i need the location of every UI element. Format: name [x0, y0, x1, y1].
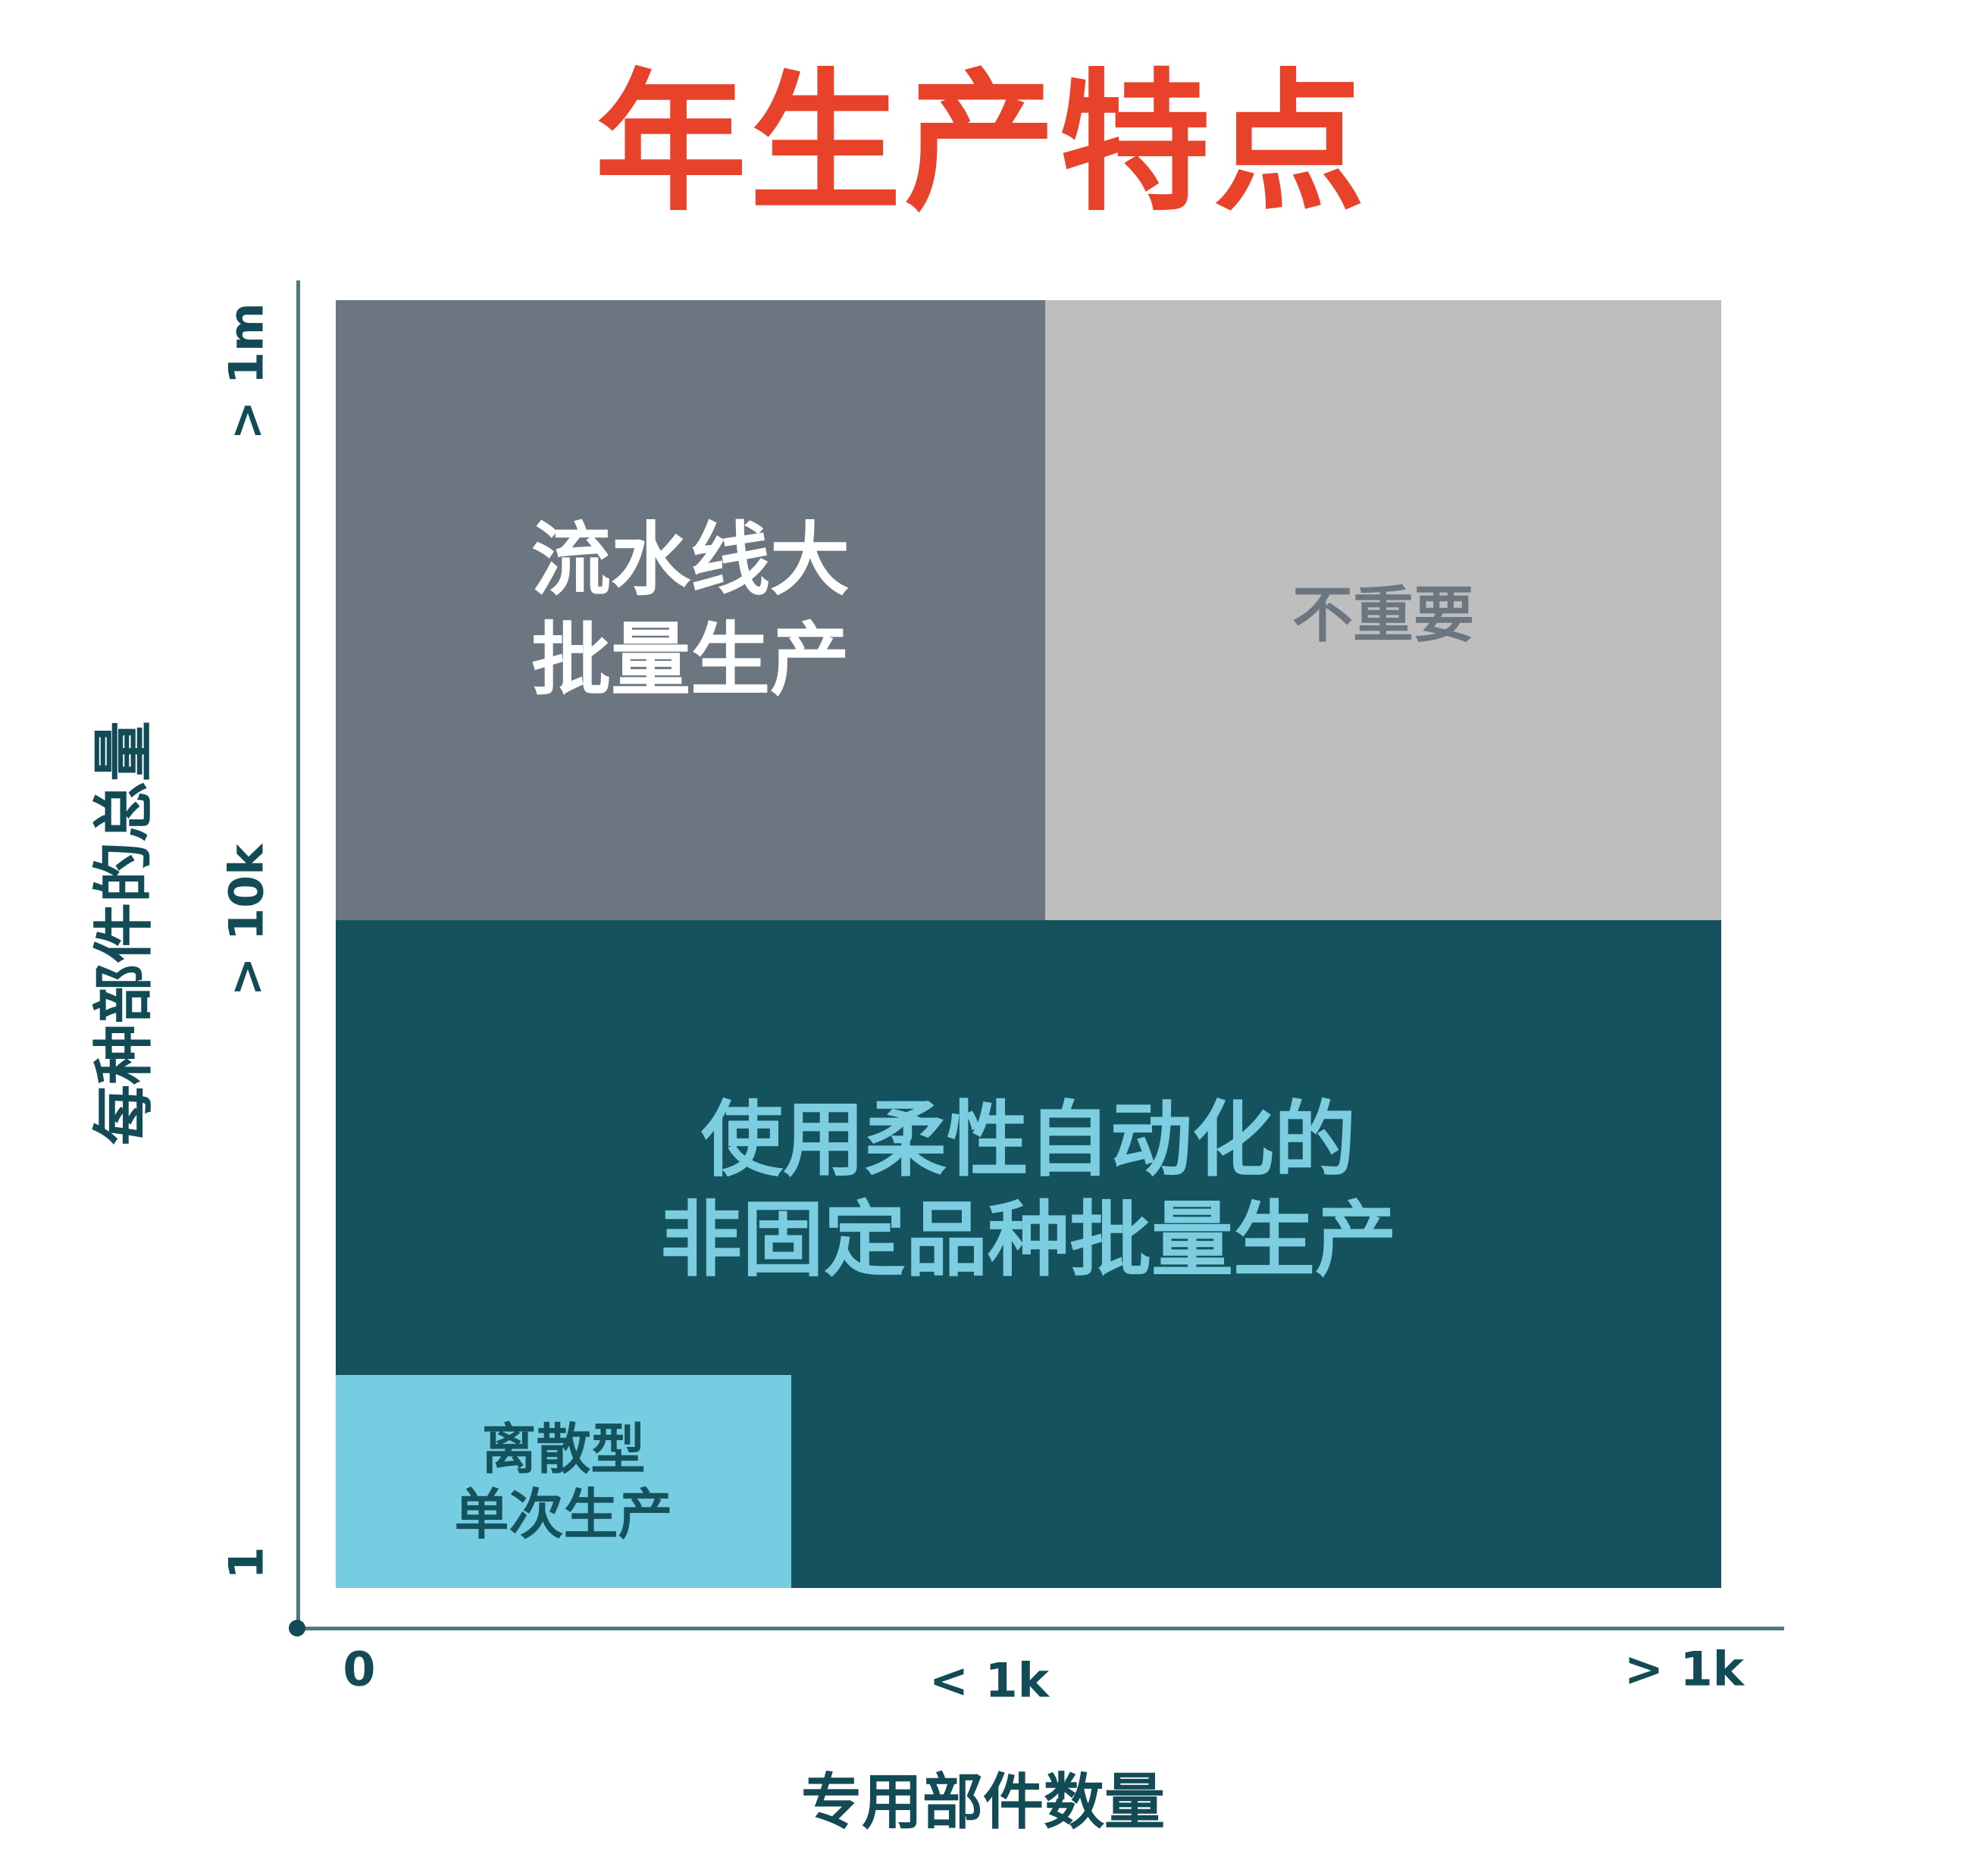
region-label-line1: 使用柔性自动化的: [700, 1093, 1356, 1188]
region-discrete: 离散型 单次生产: [336, 1375, 791, 1588]
x-tick-0: 0: [343, 1641, 376, 1697]
x-axis-line: [296, 1627, 1784, 1630]
y-axis-line: [296, 280, 300, 1630]
y-tick-1m: > 1m: [218, 302, 274, 440]
x-axis-label: 专用部件数量: [801, 1767, 1165, 1837]
axis-origin-dot: [289, 1620, 305, 1636]
y-tick-1: 1: [218, 1546, 274, 1580]
x-tick-gt-1k: > 1k: [1624, 1641, 1744, 1697]
y-tick-10k: > 10k: [218, 844, 274, 997]
region-mass-production: 流水线大 批量生产: [336, 300, 1045, 920]
x-tick-lt-1k: < 1k: [929, 1652, 1049, 1708]
region-label-line2: 批量生产: [531, 614, 850, 706]
y-axis-label: 每种部件的总量: [89, 721, 159, 1145]
page-title: 年生产特点: [594, 55, 1368, 232]
region-label-line1: 流水线大: [531, 514, 850, 606]
region-label-line2: 单次生产: [454, 1482, 673, 1546]
region-label-line2: 非固定品种批量生产: [659, 1193, 1397, 1288]
region-not-important: 不重要: [1045, 300, 1721, 920]
region-label-line1: 离散型: [481, 1417, 646, 1481]
region-label: 不重要: [1292, 580, 1474, 650]
